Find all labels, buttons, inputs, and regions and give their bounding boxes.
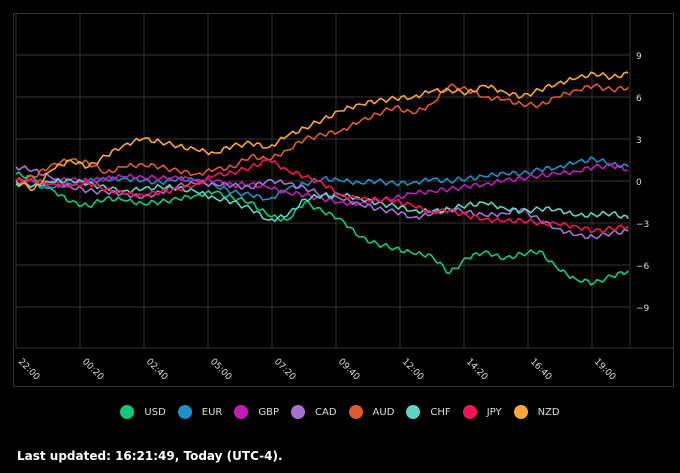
x-tick-label: 12:00: [400, 357, 426, 383]
legend-swatch-icon: [462, 405, 477, 419]
legend-item-jpy[interactable]: JPY: [462, 405, 502, 419]
series-line-usd: [15, 171, 629, 286]
last-updated-text: Last updated: 16:21:49, Today (UTC-4).: [17, 449, 283, 463]
y-tick-label: 9: [636, 52, 642, 62]
legend-swatch-icon: [177, 405, 192, 419]
legend-label: CHF: [430, 406, 451, 418]
series-line-gbp: [15, 162, 629, 207]
chart-legend: USD EUR GBP CAD AUD CHF JPY NZD: [0, 405, 680, 419]
legend-item-gbp[interactable]: GBP: [234, 405, 279, 419]
x-tick-label: 07:20: [272, 357, 298, 383]
x-tick-label: 22:00: [16, 357, 42, 383]
legend-item-chf[interactable]: CHF: [406, 405, 451, 419]
x-tick-label: 05:00: [208, 357, 234, 383]
legend-item-eur[interactable]: EUR: [177, 405, 223, 419]
legend-swatch-icon: [120, 405, 135, 419]
legend-label: AUD: [372, 406, 395, 418]
series-line-jpy: [15, 159, 629, 234]
legend-item-aud[interactable]: AUD: [348, 405, 395, 419]
x-tick-label: 09:40: [336, 357, 362, 383]
legend-item-nzd[interactable]: NZD: [513, 405, 560, 419]
y-tick-label: 3: [636, 136, 642, 146]
chart-frame: [13, 13, 674, 387]
legend-label: CAD: [315, 406, 337, 418]
legend-label: JPY: [486, 406, 502, 418]
x-tick-label: 14:20: [464, 357, 490, 383]
legend-swatch-icon: [234, 405, 249, 419]
series-line-nzd: [15, 71, 629, 192]
series-line-aud: [15, 83, 629, 183]
series-line-chf: [15, 178, 629, 223]
y-tick-label: −9: [636, 304, 650, 314]
y-tick-label: −3: [636, 220, 649, 230]
x-tick-label: 19:00: [592, 357, 618, 383]
y-axis: 9 6 3 0 −3 −6 −9: [636, 52, 650, 314]
y-tick-label: −6: [636, 262, 650, 272]
y-tick-label: 6: [636, 94, 642, 104]
x-tick-label: 02:40: [144, 357, 170, 383]
x-axis: 22:00 00:20 02:40 05:00 07:20 09:40 12:00 14:20…: [16, 357, 618, 383]
legend-label: EUR: [201, 406, 223, 418]
line-chart: 9 6 3 0 −3 −6 −9 22:00 00:20 02:40 05:00 07:20 09:4…: [15, 14, 674, 383]
legend-swatch-icon: [513, 405, 528, 419]
series-line-eur: [15, 156, 629, 201]
legend-item-cad[interactable]: CAD: [291, 405, 337, 419]
legend-swatch-icon: [291, 405, 306, 419]
x-tick-label: 00:20: [80, 357, 106, 383]
legend-swatch-icon: [348, 405, 363, 419]
series-lines: [15, 71, 629, 286]
legend-label: USD: [144, 406, 166, 418]
y-tick-label: 0: [636, 178, 642, 188]
x-tick-label: 16:40: [528, 357, 554, 383]
legend-item-usd[interactable]: USD: [120, 405, 166, 419]
legend-swatch-icon: [406, 405, 421, 419]
legend-label: GBP: [258, 406, 280, 418]
legend-label: NZD: [537, 406, 560, 418]
